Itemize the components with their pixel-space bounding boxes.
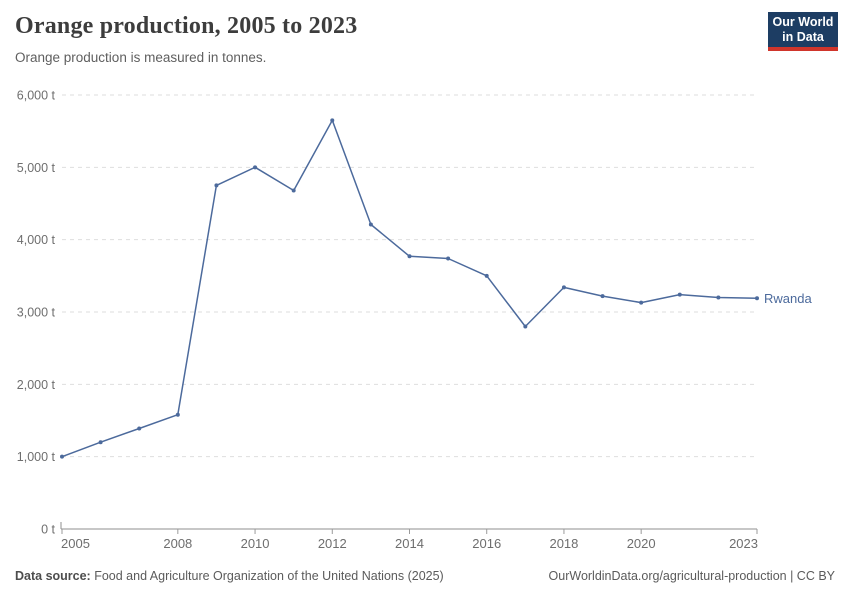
data-point[interactable] [716,295,721,300]
y-tick-label: 3,000 t [17,306,56,320]
x-tick-label: 2012 [318,536,347,551]
data-point[interactable] [368,222,373,227]
x-tick-label: 2010 [241,536,270,551]
x-tick-label: 2016 [472,536,501,551]
data-point[interactable] [523,324,528,329]
x-tick-label: 2023 [729,536,758,551]
data-point[interactable] [600,294,605,299]
y-tick-label: 5,000 t [17,161,56,175]
data-point[interactable] [561,285,566,290]
data-point[interactable] [677,292,682,297]
data-point[interactable] [175,412,180,417]
chart-subtitle: Orange production is measured in tonnes. [15,50,267,65]
footer-datasource-label: Data source: [15,569,91,583]
data-point[interactable] [253,165,258,170]
footer-datasource: Data source: Food and Agriculture Organi… [15,569,444,583]
data-point[interactable] [330,118,335,123]
owid-logo-line1: Our World [772,15,834,29]
y-tick-label: 1,000 t [17,450,56,464]
data-point[interactable] [137,426,142,431]
footer-credit-link[interactable]: OurWorldinData.org/agricultural-producti… [548,569,835,583]
footer-datasource-text: Food and Agriculture Organization of the… [90,569,444,583]
chart-title: Orange production, 2005 to 2023 [15,13,358,39]
data-point[interactable] [214,183,219,188]
owid-logo-line2: in Data [782,29,824,44]
data-point[interactable] [446,256,451,261]
data-point[interactable] [291,188,296,193]
y-tick-label: 6,000 t [17,89,56,103]
x-tick-label: 2008 [163,536,192,551]
owid-logo[interactable]: Our World in Data [768,12,838,51]
series-line-rwanda[interactable] [61,119,758,458]
x-tick-label: 2014 [395,536,424,551]
data-point[interactable] [60,454,64,459]
chart-footer: Data source: Food and Agriculture Organi… [15,569,835,583]
x-tick-label: 2005 [61,536,90,551]
data-point[interactable] [98,440,103,445]
data-point[interactable] [407,254,412,259]
y-tick-label: 0 t [41,523,55,537]
x-tick-label: 2018 [549,536,578,551]
y-tick-label: 2,000 t [17,378,56,392]
data-point[interactable] [639,300,644,305]
x-tick-label: 2020 [627,536,656,551]
series-end-label[interactable]: Rwanda [764,291,812,306]
data-point[interactable] [755,296,759,301]
y-tick-label: 4,000 t [17,233,56,247]
data-point[interactable] [484,273,489,278]
